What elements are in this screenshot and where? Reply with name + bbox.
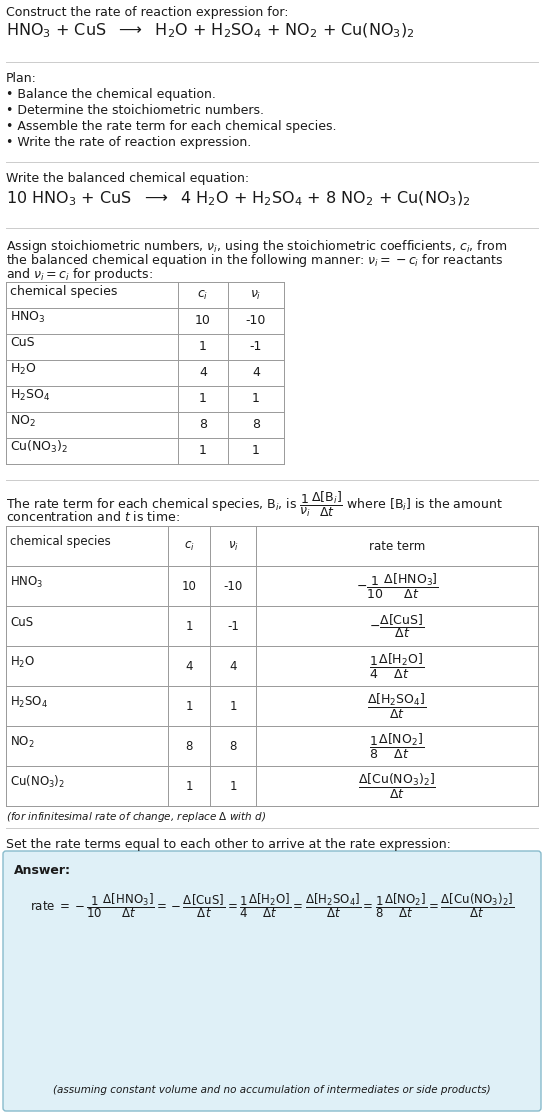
Text: $\dfrac{1}{4}\dfrac{\Delta[\mathrm{H_2O}]}{\Delta t}$: $\dfrac{1}{4}\dfrac{\Delta[\mathrm{H_2O}… xyxy=(369,652,424,681)
Text: 1: 1 xyxy=(199,445,207,457)
Text: (assuming constant volume and no accumulation of intermediates or side products): (assuming constant volume and no accumul… xyxy=(53,1085,491,1095)
Text: 1: 1 xyxy=(229,780,237,793)
Text: Cu(NO$_3$)$_2$: Cu(NO$_3$)$_2$ xyxy=(10,439,69,455)
Text: chemical species: chemical species xyxy=(10,285,118,298)
Text: 1: 1 xyxy=(199,340,207,354)
Text: • Assemble the rate term for each chemical species.: • Assemble the rate term for each chemic… xyxy=(6,120,337,133)
Text: concentration and $t$ is time:: concentration and $t$ is time: xyxy=(6,510,180,524)
Text: -10: -10 xyxy=(224,579,243,593)
Text: -1: -1 xyxy=(250,340,262,354)
Text: $c_i$: $c_i$ xyxy=(197,288,209,301)
Text: 1: 1 xyxy=(186,780,193,793)
Text: 1: 1 xyxy=(252,445,260,457)
Text: CuS: CuS xyxy=(10,616,33,628)
Text: NO$_2$: NO$_2$ xyxy=(10,734,35,749)
Text: HNO$_3$ + CuS  $\longrightarrow$  H$_2$O + H$_2$SO$_4$ + NO$_2$ + Cu(NO$_3$)$_2$: HNO$_3$ + CuS $\longrightarrow$ H$_2$O +… xyxy=(6,22,415,40)
Text: 1: 1 xyxy=(252,393,260,406)
Text: 4: 4 xyxy=(252,367,260,379)
Text: 1: 1 xyxy=(229,699,237,713)
Text: 10: 10 xyxy=(182,579,196,593)
Text: chemical species: chemical species xyxy=(10,536,111,548)
Text: $\dfrac{\Delta[\mathrm{Cu(NO_3)_2}]}{\Delta t}$: $\dfrac{\Delta[\mathrm{Cu(NO_3)_2}]}{\De… xyxy=(358,772,436,801)
Text: HNO$_3$: HNO$_3$ xyxy=(10,575,44,589)
Text: -1: -1 xyxy=(227,619,239,633)
Text: 8: 8 xyxy=(199,418,207,431)
Text: 1: 1 xyxy=(199,393,207,406)
Text: Answer:: Answer: xyxy=(14,864,71,877)
Text: $\nu_i$: $\nu_i$ xyxy=(250,288,262,301)
Text: 4: 4 xyxy=(199,367,207,379)
Text: 4: 4 xyxy=(186,659,193,673)
Text: Write the balanced chemical equation:: Write the balanced chemical equation: xyxy=(6,172,249,185)
Text: Construct the rate of reaction expression for:: Construct the rate of reaction expressio… xyxy=(6,6,288,19)
Text: 1: 1 xyxy=(186,699,193,713)
Text: NO$_2$: NO$_2$ xyxy=(10,414,36,428)
Text: 8: 8 xyxy=(230,739,237,753)
Text: HNO$_3$: HNO$_3$ xyxy=(10,309,46,325)
Text: • Determine the stoichiometric numbers.: • Determine the stoichiometric numbers. xyxy=(6,105,264,117)
Text: H$_2$O: H$_2$O xyxy=(10,361,36,377)
Text: 10: 10 xyxy=(195,315,211,328)
Text: H$_2$O: H$_2$O xyxy=(10,655,35,669)
Text: The rate term for each chemical species, B$_i$, is $\dfrac{1}{\nu_i}\dfrac{\Delt: The rate term for each chemical species,… xyxy=(6,490,503,519)
Text: $-\dfrac{1}{10}\dfrac{\Delta[\mathrm{HNO_3}]}{\Delta t}$: $-\dfrac{1}{10}\dfrac{\Delta[\mathrm{HNO… xyxy=(356,572,438,600)
Text: rate term: rate term xyxy=(369,539,425,553)
Text: rate $= -\dfrac{1}{10}\dfrac{\Delta[\mathrm{HNO_3}]}{\Delta t} = -\dfrac{\Delta[: rate $= -\dfrac{1}{10}\dfrac{\Delta[\mat… xyxy=(30,892,514,921)
Text: • Write the rate of reaction expression.: • Write the rate of reaction expression. xyxy=(6,136,251,149)
Text: • Balance the chemical equation.: • Balance the chemical equation. xyxy=(6,88,216,101)
Text: 10 HNO$_3$ + CuS  $\longrightarrow$  4 H$_2$O + H$_2$SO$_4$ + 8 NO$_2$ + Cu(NO$_: 10 HNO$_3$ + CuS $\longrightarrow$ 4 H$_… xyxy=(6,190,471,208)
Text: $\nu_i$: $\nu_i$ xyxy=(227,539,238,553)
Text: 4: 4 xyxy=(229,659,237,673)
Text: 1: 1 xyxy=(186,619,193,633)
Text: 8: 8 xyxy=(186,739,193,753)
FancyBboxPatch shape xyxy=(3,851,541,1111)
Text: $\dfrac{1}{8}\dfrac{\Delta[\mathrm{NO_2}]}{\Delta t}$: $\dfrac{1}{8}\dfrac{\Delta[\mathrm{NO_2}… xyxy=(369,732,424,761)
Text: $-\dfrac{\Delta[\mathrm{CuS}]}{\Delta t}$: $-\dfrac{\Delta[\mathrm{CuS}]}{\Delta t}… xyxy=(369,612,425,639)
Text: the balanced chemical equation in the following manner: $\nu_i = -c_i$ for react: the balanced chemical equation in the fo… xyxy=(6,252,504,269)
Text: Assign stoichiometric numbers, $\nu_i$, using the stoichiometric coefficients, $: Assign stoichiometric numbers, $\nu_i$, … xyxy=(6,238,507,255)
Text: 8: 8 xyxy=(252,418,260,431)
Text: and $\nu_i = c_i$ for products:: and $\nu_i = c_i$ for products: xyxy=(6,266,153,282)
Text: (for infinitesimal rate of change, replace $\Delta$ with $d$): (for infinitesimal rate of change, repla… xyxy=(6,810,266,824)
Text: CuS: CuS xyxy=(10,337,35,349)
Text: Cu(NO$_3$)$_2$: Cu(NO$_3$)$_2$ xyxy=(10,774,65,790)
Text: $\dfrac{\Delta[\mathrm{H_2SO_4}]}{\Delta t}$: $\dfrac{\Delta[\mathrm{H_2SO_4}]}{\Delta… xyxy=(367,692,427,721)
Text: Plan:: Plan: xyxy=(6,72,37,85)
Text: Set the rate terms equal to each other to arrive at the rate expression:: Set the rate terms equal to each other t… xyxy=(6,838,451,851)
Text: -10: -10 xyxy=(246,315,266,328)
Text: H$_2$SO$_4$: H$_2$SO$_4$ xyxy=(10,695,48,709)
Text: H$_2$SO$_4$: H$_2$SO$_4$ xyxy=(10,387,50,403)
Text: $c_i$: $c_i$ xyxy=(184,539,194,553)
